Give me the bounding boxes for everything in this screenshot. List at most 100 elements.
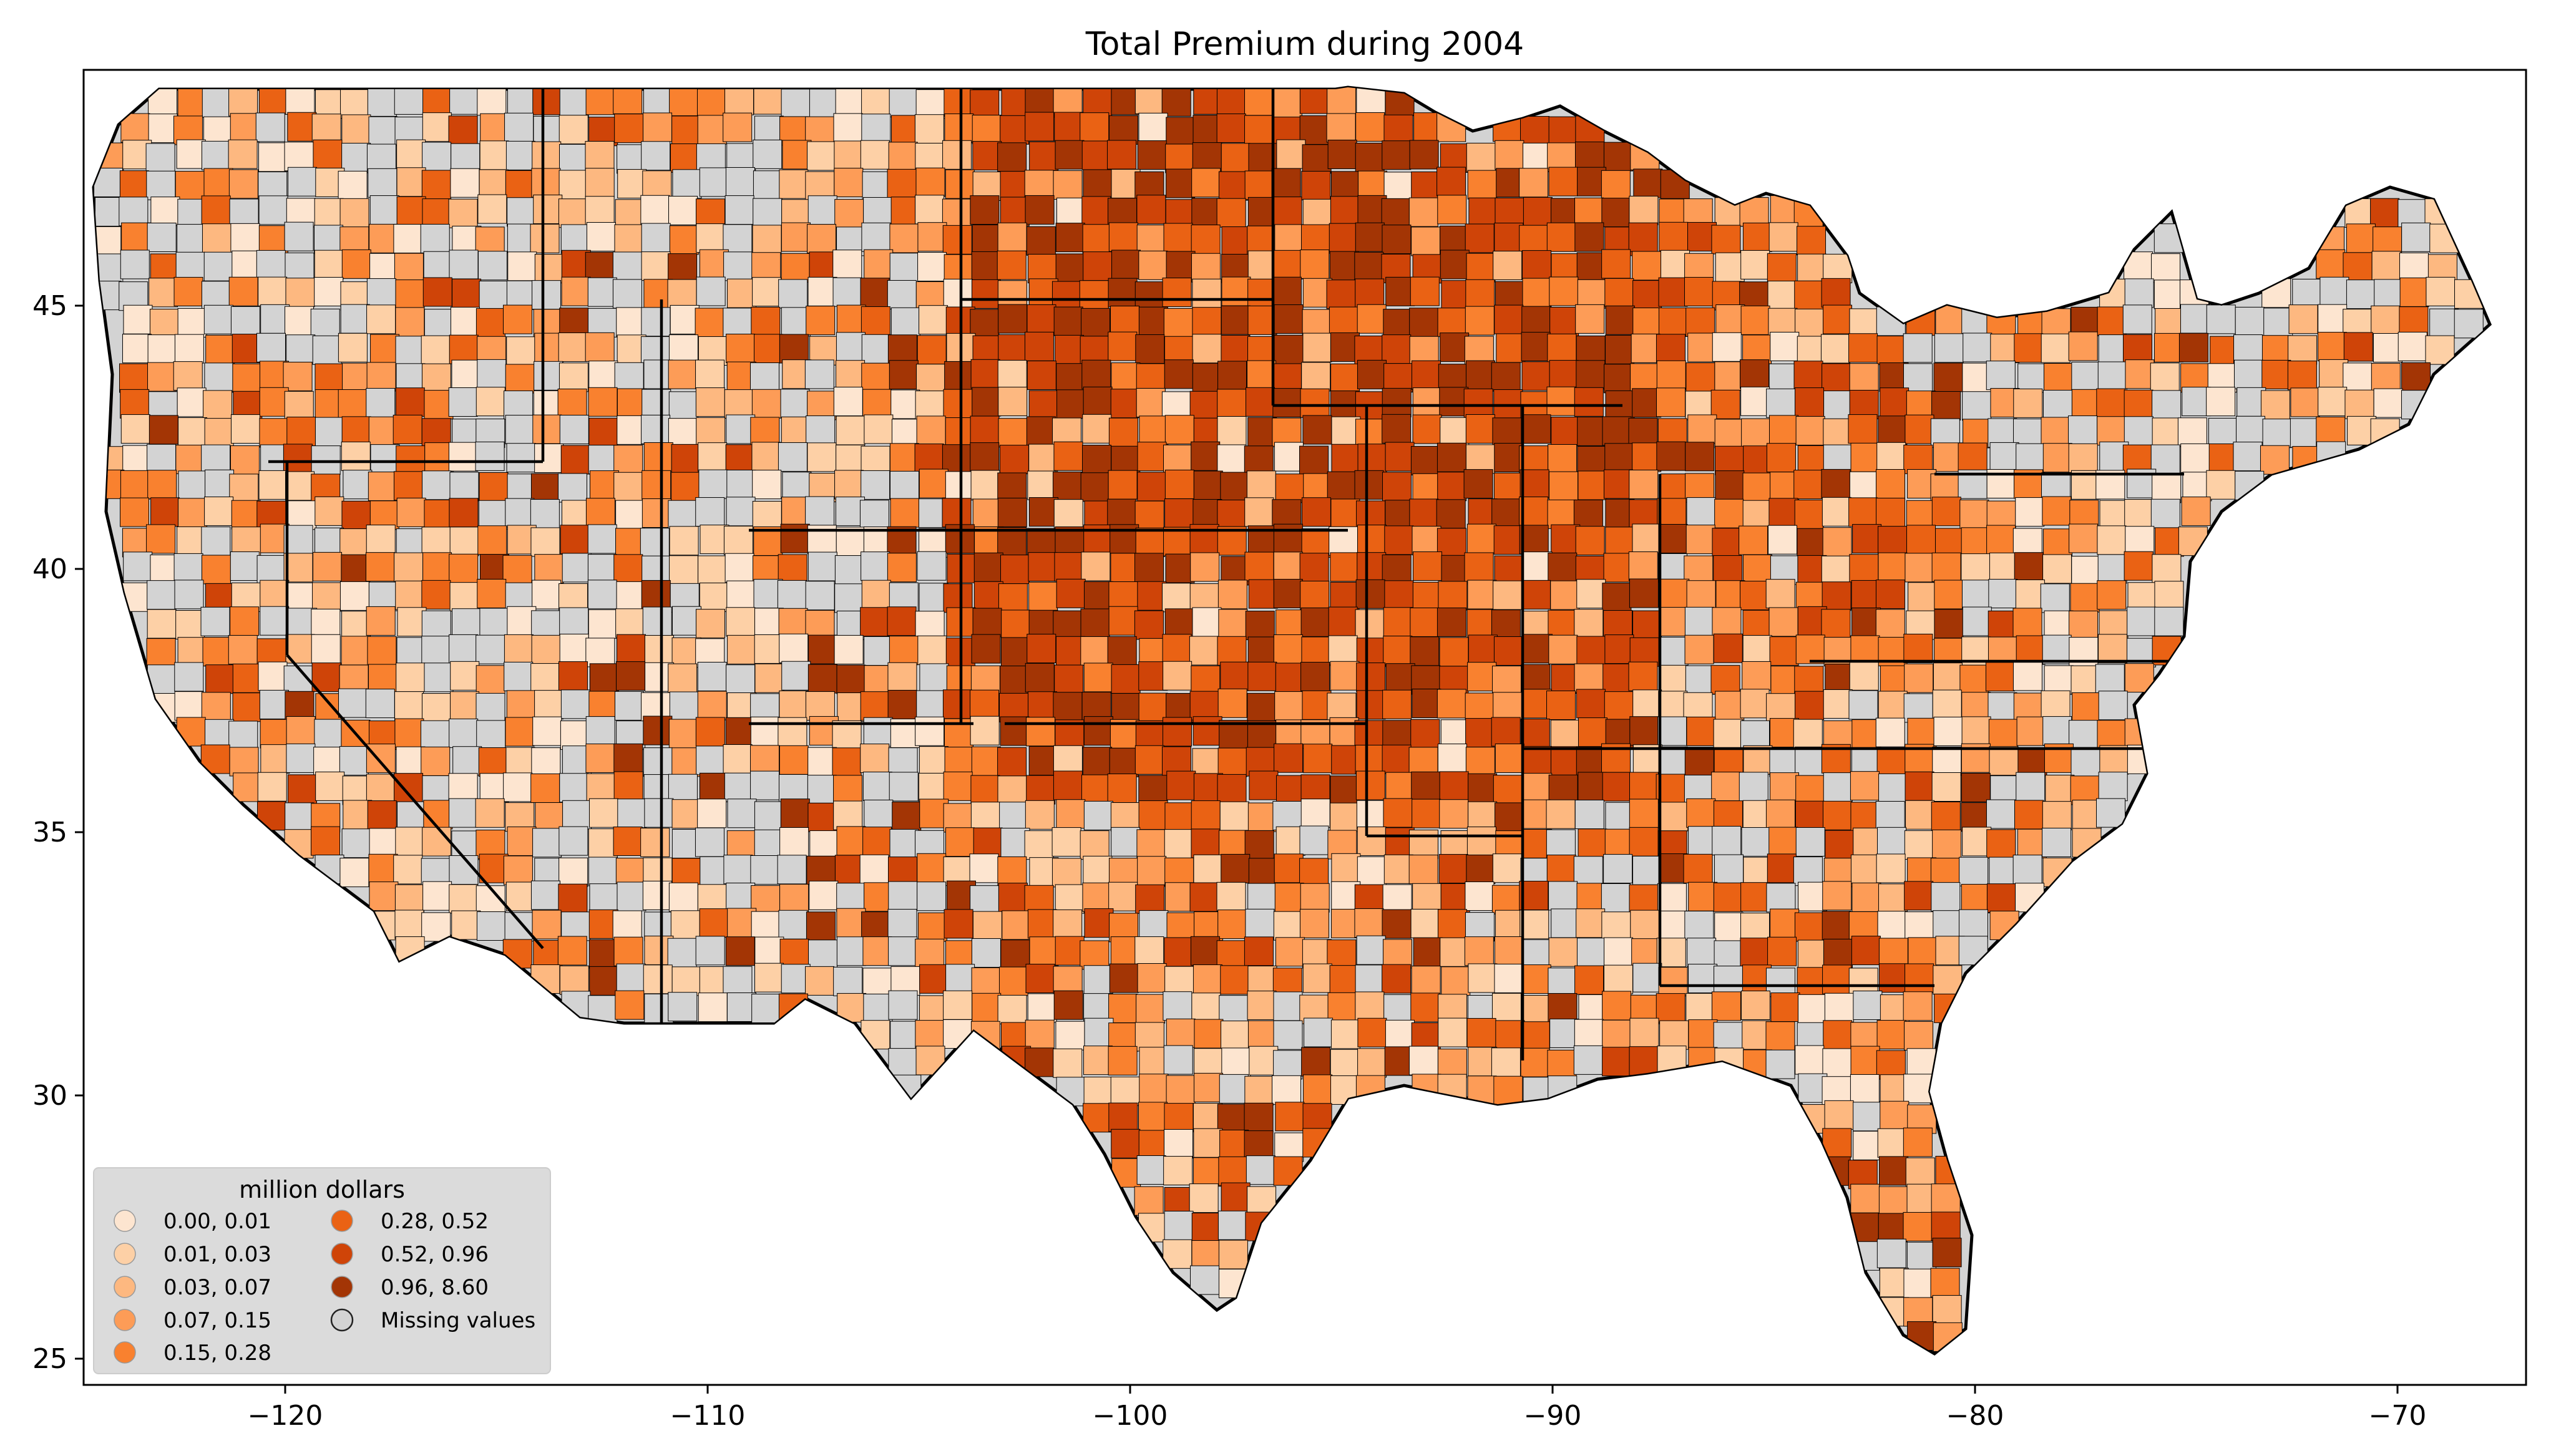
county-cell [696, 223, 726, 253]
county-cell [1740, 581, 1770, 611]
county-cell [2097, 720, 2127, 750]
county-cell [1354, 720, 1384, 750]
county-cell [123, 304, 153, 334]
county-cell [781, 661, 811, 691]
county-cell [1740, 913, 1770, 943]
county-cell [449, 250, 479, 279]
county-cell [450, 306, 480, 336]
county-cell [1794, 499, 1824, 529]
county-cell [2099, 500, 2129, 530]
county-cell [1931, 1183, 1961, 1213]
county-cell [997, 994, 1027, 1024]
county-cell [587, 554, 617, 584]
county-cell [1797, 967, 1827, 997]
county-cell [256, 555, 286, 585]
county-cell [504, 912, 534, 942]
county-cell [944, 361, 974, 391]
x-tick-label: −70 [2369, 1400, 2427, 1432]
county-cell [2290, 387, 2320, 417]
county-cell [1330, 196, 1360, 226]
county-cell [863, 993, 893, 1023]
county-cell [1875, 609, 1905, 639]
county-cell [1519, 525, 1549, 555]
county-cell [1136, 387, 1166, 417]
county-cell [1110, 306, 1140, 336]
county-cell [177, 224, 207, 254]
county-cell [1576, 689, 1606, 719]
county-cell [612, 910, 642, 940]
county-cell [258, 225, 288, 255]
county-cell [1961, 716, 1991, 746]
county-cell [2206, 470, 2236, 500]
county-cell [585, 716, 615, 746]
county-cell [781, 89, 811, 119]
county-cell [943, 990, 973, 1020]
county-cell [1823, 418, 1853, 448]
county-cell [1026, 775, 1056, 805]
county-cell [2095, 664, 2125, 694]
county-cell [998, 334, 1028, 364]
county-cell [2071, 389, 2101, 419]
county-cell [917, 881, 947, 911]
county-cell [1520, 1047, 1550, 1077]
county-cell [807, 802, 837, 832]
county-cell [1742, 500, 1772, 530]
county-cell [504, 112, 534, 142]
county-cell [1930, 1268, 1960, 1298]
county-cell [699, 908, 729, 938]
county-cell [2150, 498, 2180, 528]
county-cell [1248, 579, 1278, 609]
county-cell [1218, 609, 1248, 639]
county-cell [1111, 250, 1141, 279]
y-tick-label: 40 [32, 553, 67, 585]
county-cell [1739, 197, 1769, 227]
county-cell [1136, 1155, 1166, 1185]
county-cell [1466, 523, 1496, 553]
county-cell [888, 1048, 918, 1078]
county-cell [861, 334, 891, 364]
county-cell [943, 1019, 973, 1049]
county-cell [2016, 716, 2046, 746]
county-cell [1685, 993, 1715, 1022]
county-cell [2401, 390, 2431, 420]
county-cell [751, 252, 781, 282]
county-cell [479, 140, 509, 170]
county-cell [1111, 664, 1141, 694]
county-cell [228, 139, 258, 169]
county-cell [1024, 830, 1054, 860]
county-cell [450, 168, 480, 198]
county-cell [366, 387, 396, 417]
county-cell [612, 279, 642, 309]
county-cell [588, 828, 618, 858]
county-cell [1740, 250, 1770, 279]
county-cell [1275, 1102, 1305, 1132]
county-cell [1356, 87, 1386, 116]
county-cell [122, 445, 152, 475]
county-cell [2373, 388, 2403, 418]
county-cell [861, 470, 890, 500]
county-cell [1907, 717, 1937, 747]
county-cell [339, 528, 369, 558]
county-cell [970, 195, 1000, 225]
county-cell [2012, 661, 2042, 691]
county-cell [1274, 853, 1304, 883]
county-cell [832, 720, 862, 750]
county-cell [780, 523, 810, 553]
county-cell [1083, 386, 1113, 416]
county-cell [942, 140, 972, 170]
county-cell [476, 911, 506, 941]
county-cell [2097, 306, 2127, 336]
county-cell [284, 391, 314, 420]
county-cell [615, 608, 645, 638]
county-cell [1465, 718, 1495, 748]
county-cell [1521, 964, 1551, 994]
county-cell [1165, 553, 1195, 583]
county-cell [1138, 250, 1168, 280]
county-cell [1629, 827, 1659, 857]
county-cell [1408, 197, 1438, 227]
county-cell [2072, 692, 2102, 722]
county-cell [1904, 881, 1934, 911]
county-cell [697, 884, 727, 914]
county-cell [338, 389, 368, 419]
county-cell [1463, 469, 1493, 499]
